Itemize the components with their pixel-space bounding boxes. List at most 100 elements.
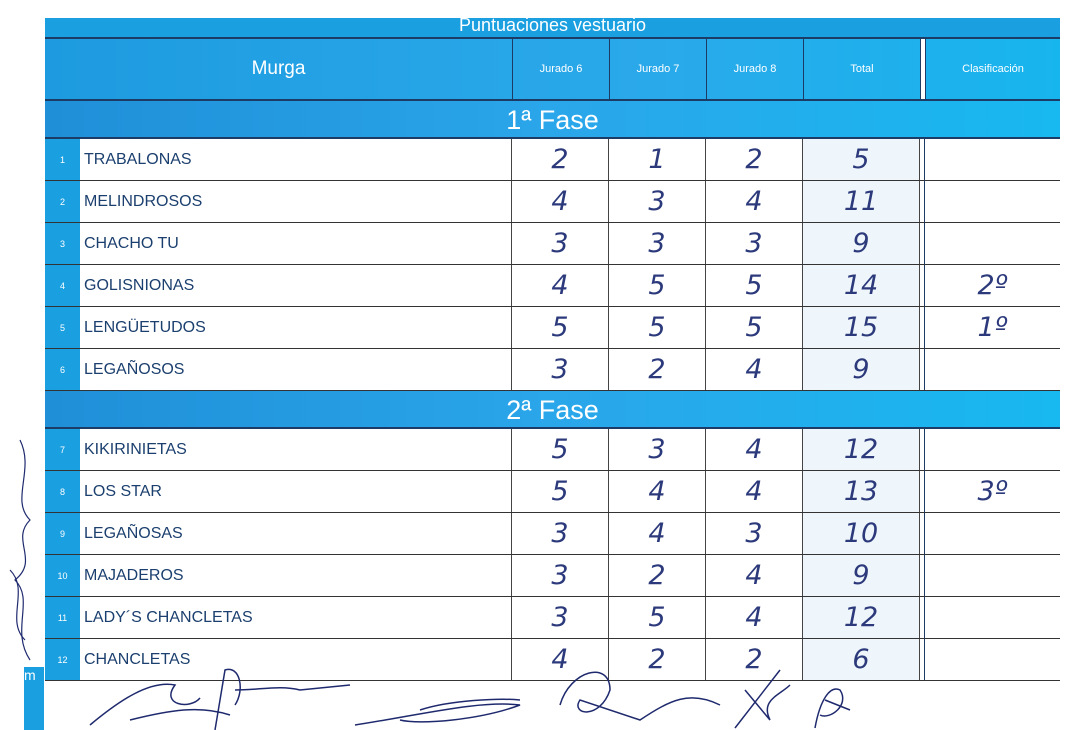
score-jurado-6: 4 bbox=[512, 181, 609, 222]
clasificacion bbox=[925, 181, 1060, 222]
clasificacion: 2º bbox=[925, 265, 1060, 306]
score-jurado-7: 3 bbox=[609, 429, 706, 470]
score-jurado-7: 4 bbox=[609, 513, 706, 554]
score-jurado-8: 4 bbox=[706, 429, 803, 470]
score-jurado-7: 3 bbox=[609, 223, 706, 264]
clasificacion bbox=[925, 555, 1060, 596]
murga-name: LEGAÑOSAS bbox=[80, 513, 512, 554]
header-jurado-6: Jurado 6 bbox=[513, 39, 610, 99]
row-number: 5 bbox=[45, 307, 80, 348]
score-jurado-6: 3 bbox=[512, 223, 609, 264]
score-jurado-7: 5 bbox=[609, 307, 706, 348]
column-divider bbox=[920, 513, 925, 554]
header-murga: Murga bbox=[45, 39, 513, 99]
sheet-title: Puntuaciones vestuario bbox=[45, 18, 1060, 39]
row-number: 2 bbox=[45, 181, 80, 222]
score-jurado-6: 5 bbox=[512, 307, 609, 348]
column-divider bbox=[920, 639, 925, 680]
row-number: 12 bbox=[45, 639, 80, 680]
table-row: 4 GOLISNIONAS 4 5 5 14 2º bbox=[45, 265, 1060, 307]
murga-name: GOLISNIONAS bbox=[80, 265, 512, 306]
score-total: 13 bbox=[803, 471, 920, 512]
score-jurado-7: 2 bbox=[609, 349, 706, 390]
score-jurado-6: 2 bbox=[512, 139, 609, 180]
clasificacion bbox=[925, 429, 1060, 470]
header-total: Total bbox=[804, 39, 921, 99]
column-divider bbox=[920, 349, 925, 390]
signature-2 bbox=[214, 668, 351, 730]
column-divider bbox=[920, 265, 925, 306]
table-row: 8 LOS STAR 5 4 4 13 3º bbox=[45, 471, 1060, 513]
score-jurado-7: 2 bbox=[609, 555, 706, 596]
score-jurado-8: 3 bbox=[706, 223, 803, 264]
score-total: 9 bbox=[803, 223, 920, 264]
phase-2-header: 2ª Fase bbox=[45, 391, 1060, 429]
score-jurado-8: 2 bbox=[706, 139, 803, 180]
score-jurado-6: 5 bbox=[512, 429, 609, 470]
row-number: 10 bbox=[45, 555, 80, 596]
score-jurado-8: 5 bbox=[706, 265, 803, 306]
score-total: 12 bbox=[803, 597, 920, 638]
table-row: 12 CHANCLETAS 4 2 2 6 bbox=[45, 639, 1060, 681]
murga-name: KIKIRINIETAS bbox=[80, 429, 512, 470]
column-divider bbox=[920, 597, 925, 638]
table-header: Murga Jurado 6 Jurado 7 Jurado 8 Total C… bbox=[45, 39, 1060, 101]
column-divider bbox=[920, 181, 925, 222]
column-divider bbox=[920, 429, 925, 470]
score-jurado-6: 3 bbox=[512, 513, 609, 554]
score-jurado-8: 4 bbox=[706, 181, 803, 222]
footer-fragment: m bbox=[24, 667, 44, 730]
murga-name: LADY´S CHANCLETAS bbox=[80, 597, 512, 638]
column-divider bbox=[921, 39, 926, 99]
score-jurado-6: 4 bbox=[512, 639, 609, 680]
signature-5 bbox=[734, 669, 791, 729]
score-jurado-6: 3 bbox=[512, 597, 609, 638]
signature-1 bbox=[89, 683, 231, 726]
score-jurado-8: 5 bbox=[706, 307, 803, 348]
score-jurado-7: 4 bbox=[609, 471, 706, 512]
score-jurado-7: 1 bbox=[609, 139, 706, 180]
row-number: 7 bbox=[45, 429, 80, 470]
clasificacion bbox=[925, 513, 1060, 554]
header-jurado-7: Jurado 7 bbox=[610, 39, 707, 99]
score-total: 10 bbox=[803, 513, 920, 554]
clasificacion bbox=[925, 349, 1060, 390]
header-jurado-8: Jurado 8 bbox=[707, 39, 804, 99]
score-sheet: Puntuaciones vestuario Murga Jurado 6 Ju… bbox=[45, 18, 1060, 681]
column-divider bbox=[920, 223, 925, 264]
table-row: 6 LEGAÑOSOS 3 2 4 9 bbox=[45, 349, 1060, 391]
score-jurado-6: 3 bbox=[512, 555, 609, 596]
phase-1-header: 1ª Fase bbox=[45, 101, 1060, 139]
clasificacion bbox=[925, 639, 1060, 680]
column-divider bbox=[920, 555, 925, 596]
table-row: 10 MAJADEROS 3 2 4 9 bbox=[45, 555, 1060, 597]
column-divider bbox=[920, 139, 925, 180]
clasificacion: 3º bbox=[925, 471, 1060, 512]
column-divider bbox=[920, 307, 925, 348]
margin-signature bbox=[9, 439, 31, 661]
signature-3 bbox=[354, 698, 521, 726]
murga-name: MELINDROSOS bbox=[80, 181, 512, 222]
score-total: 5 bbox=[803, 139, 920, 180]
score-jurado-7: 3 bbox=[609, 181, 706, 222]
clasificacion: 1º bbox=[925, 307, 1060, 348]
clasificacion bbox=[925, 223, 1060, 264]
score-total: 9 bbox=[803, 555, 920, 596]
score-jurado-7: 5 bbox=[609, 597, 706, 638]
score-total: 15 bbox=[803, 307, 920, 348]
score-jurado-6: 5 bbox=[512, 471, 609, 512]
score-total: 14 bbox=[803, 265, 920, 306]
table-row: 3 CHACHO TU 3 3 3 9 bbox=[45, 223, 1060, 265]
murga-name: LOS STAR bbox=[80, 471, 512, 512]
score-jurado-8: 4 bbox=[706, 555, 803, 596]
murga-name: MAJADEROS bbox=[80, 555, 512, 596]
phase-2-rows: 7 KIKIRINIETAS 5 3 4 12 8 LOS STAR 5 4 4 13 3º 9 LEGAÑ… bbox=[45, 429, 1060, 681]
score-total: 9 bbox=[803, 349, 920, 390]
phase-1-rows: 1 TRABALONAS 2 1 2 5 2 MELINDROSOS 4 3 4 11 3 CHACHO … bbox=[45, 139, 1060, 391]
clasificacion bbox=[925, 139, 1060, 180]
clasificacion bbox=[925, 597, 1060, 638]
table-row: 1 TRABALONAS 2 1 2 5 bbox=[45, 139, 1060, 181]
table-row: 11 LADY´S CHANCLETAS 3 5 4 12 bbox=[45, 597, 1060, 639]
murga-name: LEGAÑOSOS bbox=[80, 349, 512, 390]
table-row: 2 MELINDROSOS 4 3 4 11 bbox=[45, 181, 1060, 223]
